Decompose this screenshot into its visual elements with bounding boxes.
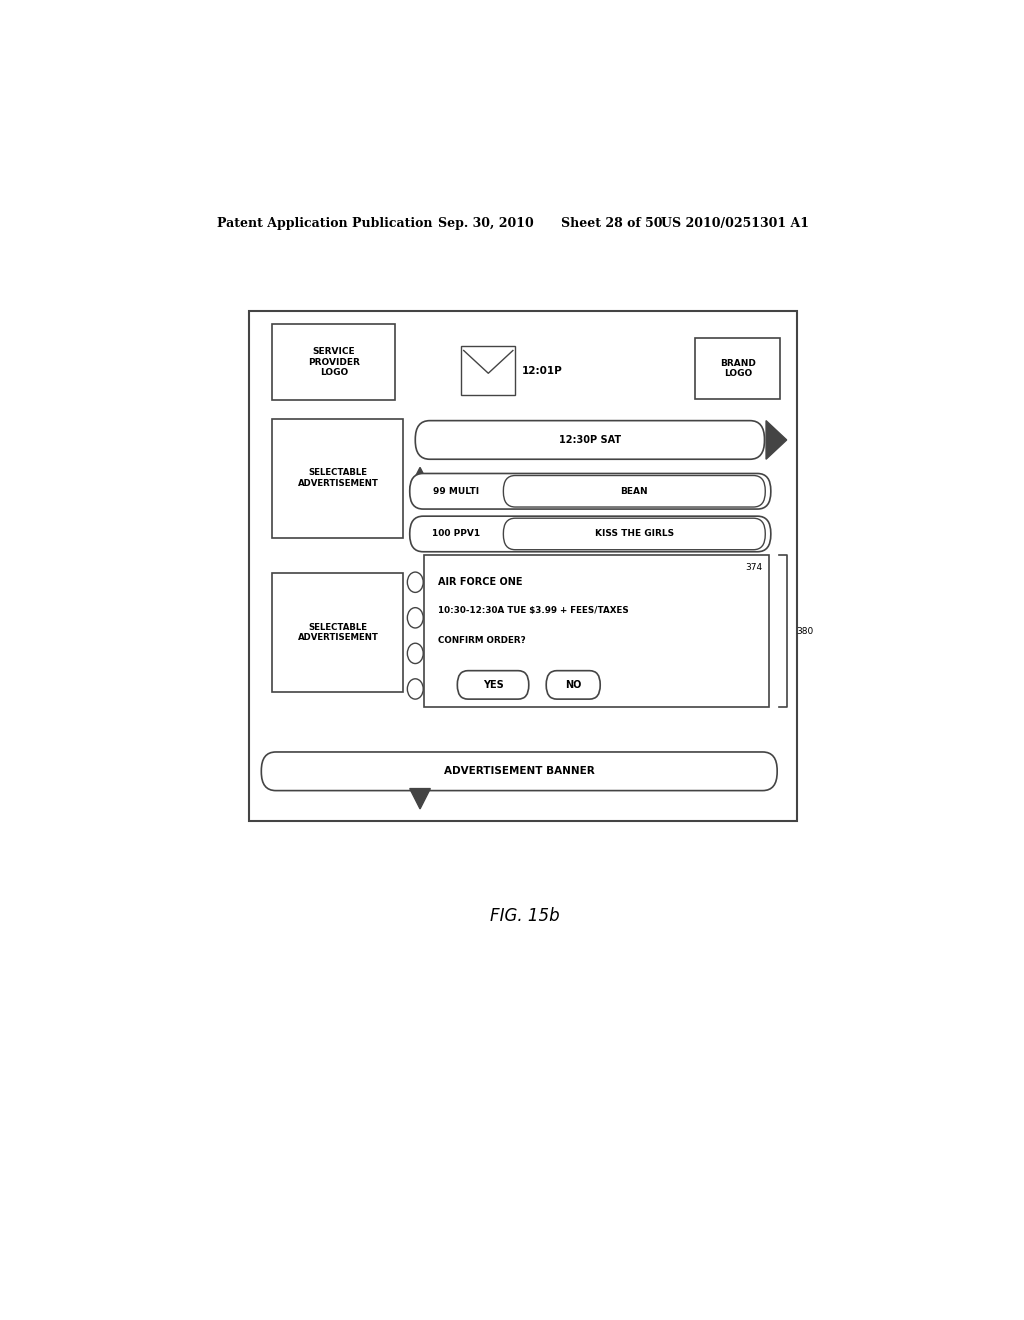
FancyBboxPatch shape [504,475,765,507]
FancyBboxPatch shape [261,752,777,791]
FancyBboxPatch shape [458,671,528,700]
Text: 100 PPV1: 100 PPV1 [432,529,480,539]
Text: 374: 374 [745,562,763,572]
Text: 99 MULTI: 99 MULTI [433,487,479,496]
Circle shape [408,678,423,700]
Text: YES: YES [482,680,504,690]
Text: Sep. 30, 2010: Sep. 30, 2010 [437,216,534,230]
Polygon shape [410,467,430,487]
Text: 10:30-12:30A TUE $3.99 + FEES/TAXES: 10:30-12:30A TUE $3.99 + FEES/TAXES [438,606,629,615]
Bar [250,312,797,821]
Text: CONFIRM ORDER?: CONFIRM ORDER? [438,636,526,645]
Circle shape [408,643,423,664]
Text: BRAND
LOGO: BRAND LOGO [720,359,756,379]
Bar [424,554,769,708]
Polygon shape [410,788,430,809]
FancyBboxPatch shape [416,421,765,459]
Text: AIR FORCE ONE: AIR FORCE ONE [438,577,523,587]
FancyBboxPatch shape [410,516,771,552]
Bar [272,573,403,692]
Text: KISS THE GIRLS: KISS THE GIRLS [595,529,674,539]
Bar [272,418,403,537]
Text: BEAN: BEAN [621,487,648,496]
Text: 12:30P SAT: 12:30P SAT [559,436,621,445]
Bar [695,338,780,399]
Bar [272,325,395,400]
Text: Sheet 28 of 50: Sheet 28 of 50 [560,216,662,230]
Text: 380: 380 [797,627,813,635]
Polygon shape [766,421,786,459]
Text: 12:01P: 12:01P [521,366,562,376]
Text: FIG. 15b: FIG. 15b [490,907,559,924]
Circle shape [408,607,423,628]
FancyBboxPatch shape [410,474,771,510]
FancyBboxPatch shape [504,519,765,549]
Circle shape [408,572,423,593]
Text: Patent Application Publication: Patent Application Publication [217,216,432,230]
Text: ADVERTISEMENT BANNER: ADVERTISEMENT BANNER [443,767,595,776]
Text: SELECTABLE
ADVERTISEMENT: SELECTABLE ADVERTISEMENT [297,469,378,488]
Bar [461,346,515,395]
Text: US 2010/0251301 A1: US 2010/0251301 A1 [662,216,809,230]
Text: SERVICE
PROVIDER
LOGO: SERVICE PROVIDER LOGO [308,347,359,378]
Text: SELECTABLE
ADVERTISEMENT: SELECTABLE ADVERTISEMENT [297,623,378,643]
Text: NO: NO [565,680,582,690]
FancyBboxPatch shape [546,671,600,700]
